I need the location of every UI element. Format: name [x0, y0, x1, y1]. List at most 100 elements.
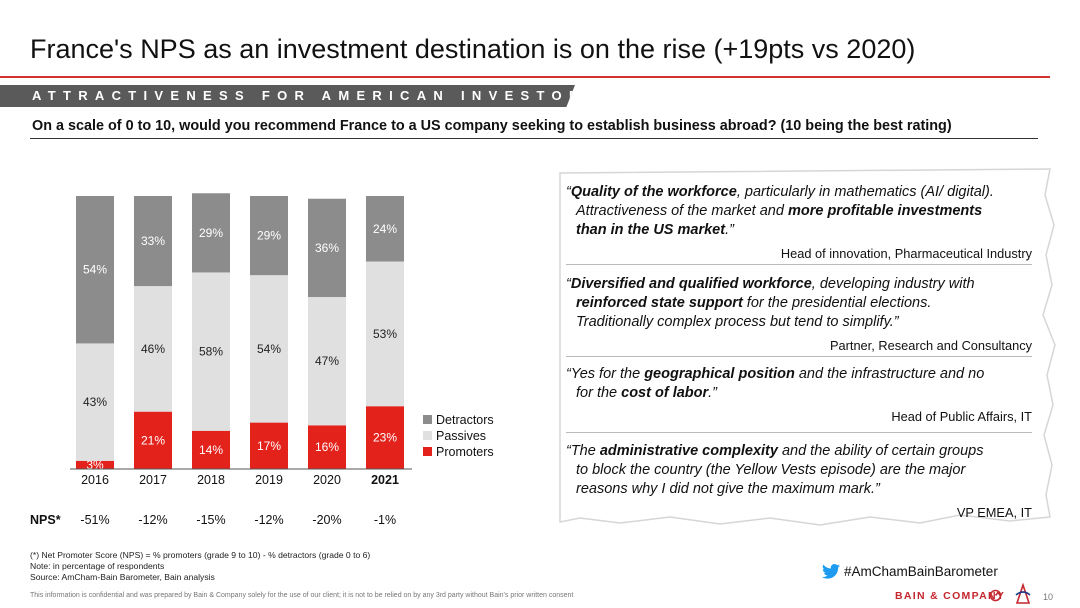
quote-attribution: Head of Public Affairs, IT	[891, 409, 1032, 424]
quote-block: “The administrative complexity and the a…	[566, 442, 1036, 522]
quote-fragment: .”	[725, 222, 734, 238]
quote-fragment: and the ability of certain groups	[777, 443, 984, 459]
data-label-detractors-2016: 54%	[83, 263, 107, 277]
twitter-bird-icon	[822, 564, 840, 579]
data-label-promoters-2017: 21%	[141, 433, 165, 447]
quote-fragment: Attractiveness of the market and	[576, 203, 788, 219]
quote-separator	[566, 356, 1032, 357]
data-label-promoters-2020: 16%	[315, 440, 339, 454]
quote-fragment: “The	[566, 443, 600, 459]
quote-fragment: “Yes for the	[566, 366, 645, 382]
nps-row-label: NPS*	[30, 513, 61, 527]
hashtag[interactable]: #AmChamBainBarometer	[822, 564, 998, 579]
quote-fragment: , developing industry with	[811, 276, 975, 292]
banner-label: ATTRACTIVENESS FOR AMERICAN INVESTORS	[32, 88, 602, 103]
confidentiality-notice: This information is confidential and was…	[30, 592, 574, 599]
page-number: 10	[1043, 592, 1054, 602]
quote-line: for the cost of labor.”	[566, 384, 1036, 403]
data-label-passives-2018: 58%	[199, 345, 223, 359]
brand-wordmark: BAIN & COMPANY	[895, 590, 1006, 602]
quote-emphasis: than in the US market	[576, 222, 726, 238]
quote-fragment: for the	[576, 385, 622, 401]
legend-label-promoters: Promoters	[436, 445, 494, 459]
data-label-passives-2020: 47%	[315, 354, 339, 368]
section-banner: ATTRACTIVENESS FOR AMERICAN INVESTORS	[0, 85, 575, 107]
quote-fragment: for the presidential elections.	[742, 295, 932, 311]
quote-attribution: Head of innovation, Pharmaceutical Indus…	[780, 246, 1032, 261]
quote-emphasis: reinforced state support	[576, 295, 743, 311]
x-tick-label-2018: 2018	[197, 473, 225, 487]
data-label-detractors-2019: 29%	[257, 229, 281, 243]
quote-line: reasons why I did not give the maximum m…	[566, 480, 1036, 499]
quote-line: Traditionally complex process but tend t…	[566, 313, 1036, 332]
data-label-detractors-2017: 33%	[141, 234, 165, 248]
data-label-detractors-2020: 36%	[315, 241, 339, 255]
nps-value-2016: -51%	[80, 513, 109, 527]
bar-passives-2019	[250, 275, 288, 423]
legend-swatch-promoters	[423, 447, 432, 456]
data-label-promoters-2018: 14%	[199, 443, 223, 457]
quote-fragment: to block the country (the Yellow Vests e…	[576, 462, 966, 478]
x-tick-label-2021: 2021	[371, 473, 399, 487]
quote-emphasis: cost of labor	[621, 385, 709, 401]
quote-line: reinforced state support for the preside…	[566, 294, 1036, 313]
quote-fragment: “	[566, 276, 571, 292]
bar-detractors-2019	[250, 196, 288, 276]
quote-fragment: “	[566, 184, 571, 200]
quote-line: “The administrative complexity and the a…	[566, 442, 1036, 461]
nps-value-2018: -15%	[196, 513, 225, 527]
bar-passives-2018	[192, 272, 230, 431]
bar-promoters-2019	[250, 422, 288, 469]
x-tick-label-2016: 2016	[81, 473, 109, 487]
legend-swatch-passives	[423, 431, 432, 440]
bar-promoters-2017	[134, 411, 172, 469]
bar-detractors-2018	[192, 193, 230, 273]
nps-value-2020: -20%	[312, 513, 341, 527]
x-tick-label-2019: 2019	[255, 473, 283, 487]
data-label-promoters-2019: 17%	[257, 439, 281, 453]
bar-promoters-2016	[76, 460, 114, 469]
bar-passives-2020	[308, 297, 346, 426]
quote-fragment: .”	[708, 385, 718, 401]
quote-block: “Quality of the workforce, particularly …	[566, 183, 1036, 263]
quote-line: “Yes for the geographical position and t…	[566, 365, 1036, 384]
data-label-detractors-2021: 24%	[373, 222, 397, 236]
title-divider	[0, 76, 1050, 78]
x-tick-label-2020: 2020	[313, 473, 341, 487]
footnote-nps-definition: (*) Net Promoter Score (NPS) = % promote…	[30, 550, 371, 560]
hashtag-label: #AmChamBainBarometer	[844, 564, 998, 579]
quote-emphasis: Diversified and qualified workforce	[570, 276, 812, 292]
quote-fragment: , particularly in mathematics (AI/ digit…	[736, 184, 994, 200]
quote-line: “Diversified and qualified workforce, de…	[566, 275, 1036, 294]
question-divider	[30, 138, 1038, 139]
data-label-passives-2019: 54%	[257, 342, 281, 356]
quote-text: “Yes for the geographical position and t…	[566, 365, 1036, 403]
data-label-promoters-2016: 3%	[86, 458, 104, 472]
quote-line: to block the country (the Yellow Vests e…	[566, 461, 1036, 480]
data-label-passives-2017: 46%	[141, 342, 165, 356]
bar-detractors-2016	[76, 196, 114, 344]
bar-passives-2017	[134, 286, 172, 412]
bar-detractors-2017	[134, 196, 172, 287]
x-tick-label-2017: 2017	[139, 473, 167, 487]
quote-attribution: Partner, Research and Consultancy	[829, 338, 1032, 353]
page-title: France's NPS as an investment destinatio…	[30, 34, 916, 64]
nps-value-2019: -12%	[254, 513, 283, 527]
torn-paper-background	[559, 168, 1056, 526]
bar-detractors-2020	[308, 198, 346, 298]
bar-detractors-2021	[366, 196, 404, 262]
quote-emphasis: geographical position	[644, 366, 795, 382]
nps-value-2021: -1%	[374, 513, 396, 527]
quote-text: “Diversified and qualified workforce, de…	[566, 275, 1036, 332]
bar-promoters-2020	[308, 425, 346, 469]
quote-line: “Quality of the workforce, particularly …	[566, 183, 1036, 202]
quote-fragment: and the infrastructure and no	[794, 366, 985, 382]
nps-value-2017: -12%	[138, 513, 167, 527]
footnotes: (*) Net Promoter Score (NPS) = % promote…	[30, 550, 370, 583]
data-label-detractors-2018: 29%	[199, 226, 223, 240]
legend-label-detractors: Detractors	[436, 413, 494, 427]
quote-emphasis: administrative complexity	[599, 443, 778, 459]
quote-attribution: VP EMEA, IT	[956, 505, 1032, 520]
quote-text: “The administrative complexity and the a…	[566, 442, 1036, 499]
